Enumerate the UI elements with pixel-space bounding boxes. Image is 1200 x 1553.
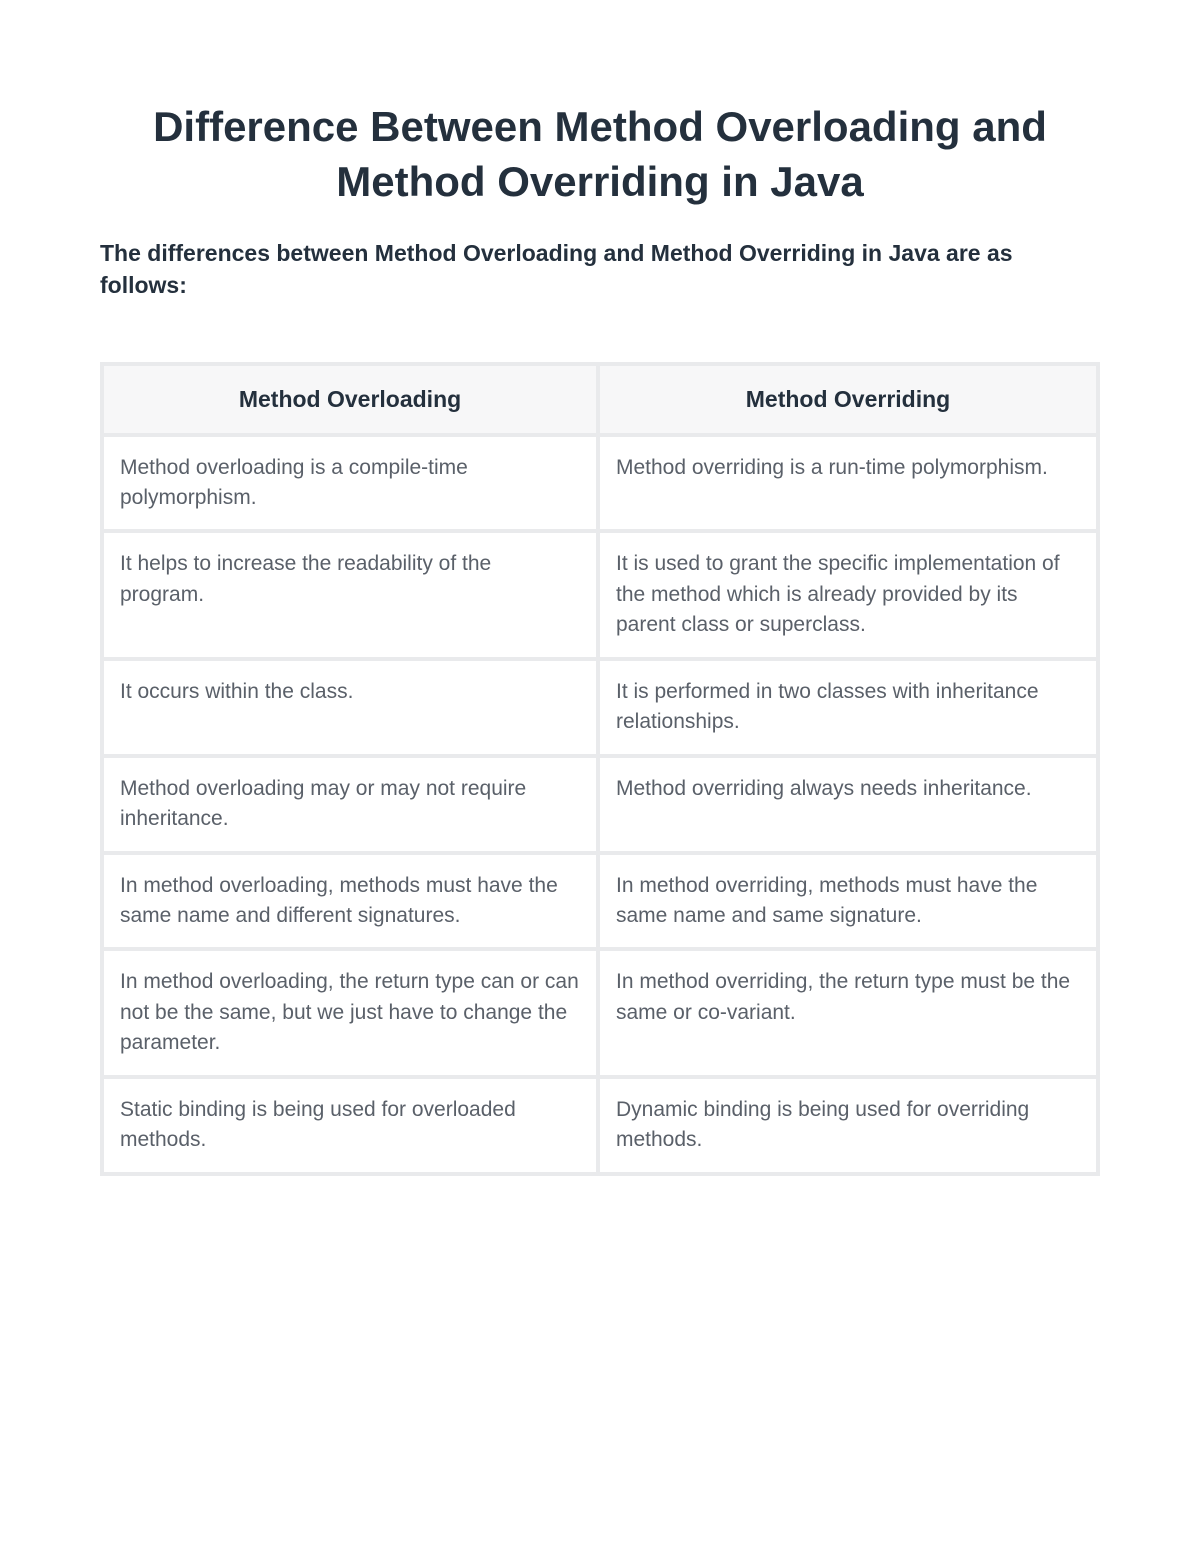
cell-overloading: It helps to increase the readability of … [104,533,600,660]
cell-overriding: Dynamic binding is being used for overri… [600,1079,1096,1172]
cell-overloading: Method overloading may or may not requir… [104,758,600,855]
cell-overriding: Method overriding always needs inheritan… [600,758,1096,855]
column-header-overloading: Method Overloading [104,366,600,437]
cell-overriding: It is used to grant the specific impleme… [600,533,1096,660]
cell-overloading: It occurs within the class. [104,661,600,758]
cell-overriding: It is performed in two classes with inhe… [600,661,1096,758]
cell-overriding: In method overriding, methods must have … [600,855,1096,952]
table-row: In method overloading, methods must have… [104,855,1096,952]
cell-overloading: In method overloading, the return type c… [104,951,600,1078]
cell-overloading: Method overloading is a compile-time pol… [104,437,600,534]
table-header-row: Method Overloading Method Overriding [104,366,1096,437]
page-title: Difference Between Method Overloading an… [100,100,1100,209]
cell-overloading: In method overloading, methods must have… [104,855,600,952]
cell-overriding: In method overriding, the return type mu… [600,951,1096,1078]
table-row: Method overloading may or may not requir… [104,758,1096,855]
table-row: It helps to increase the readability of … [104,533,1096,660]
intro-text: The differences between Method Overloadi… [100,237,1100,301]
table-row: In method overloading, the return type c… [104,951,1096,1078]
column-header-overriding: Method Overriding [600,366,1096,437]
table-row: It occurs within the class. It is perfor… [104,661,1096,758]
comparison-table: Method Overloading Method Overriding Met… [100,362,1100,1176]
cell-overriding: Method overriding is a run-time polymorp… [600,437,1096,534]
table-row: Method overloading is a compile-time pol… [104,437,1096,534]
cell-overloading: Static binding is being used for overloa… [104,1079,600,1172]
table-row: Static binding is being used for overloa… [104,1079,1096,1172]
